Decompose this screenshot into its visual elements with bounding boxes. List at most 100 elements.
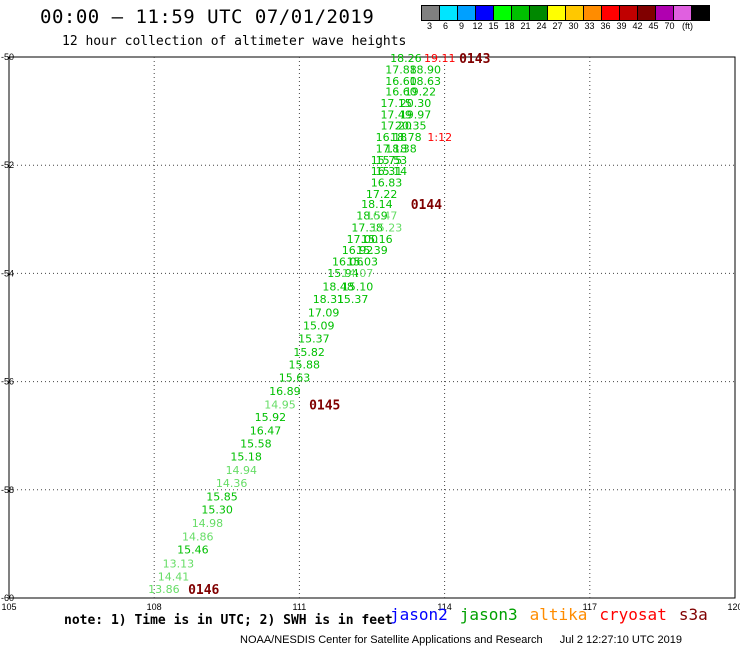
wave-height-value: 15.16: [361, 233, 393, 246]
wave-height-value: 17.38: [351, 221, 383, 234]
lon-tick-label: 111: [293, 602, 307, 612]
map-frame: [8, 56, 736, 599]
legend-item-s3a: s3a: [678, 605, 708, 624]
wave-height-value: 17.00: [347, 233, 379, 246]
wave-height-value: 13.13: [163, 557, 195, 570]
map-title: 00:00 — 11:59 UTC 07/01/2019: [40, 6, 375, 28]
pass-time-label: 0146: [188, 583, 219, 598]
wave-height-value: 16.92: [342, 244, 374, 257]
legend-item-jason2: jason2: [390, 605, 448, 624]
wave-height-value: 19.22: [405, 86, 437, 99]
wave-height-value: 15.09: [303, 319, 335, 332]
color-scale-labels: 3 6 9 12 15 18 21 24 27 30 33 36 39 42 45 70 (ft): [421, 21, 709, 31]
wave-height-color-scale: 3 6 9 12 15 18 21 24 27 30 33 36 39 42 45 70 (ft): [421, 5, 710, 31]
pass-time-label: 0145: [309, 398, 340, 413]
wave-height-value: 14.98: [192, 517, 224, 530]
wave-height-value: 18.31: [313, 293, 345, 306]
color-scale-label: 70: [664, 21, 675, 31]
wave-height-value: 20.35: [395, 120, 427, 133]
wave-height-value: 19.97: [400, 108, 432, 121]
wave-height-value: 14.95: [264, 398, 296, 411]
wave-height-value: 15.94: [327, 267, 359, 280]
wave-height-value: 15.18: [230, 450, 262, 463]
lon-tick-label: 117: [583, 602, 597, 612]
wave-height-value: 14.41: [158, 570, 190, 583]
wave-height-value: 15.37: [298, 332, 330, 345]
lon-tick-label: 114: [437, 602, 451, 612]
wave-height-value: 16.31: [371, 165, 403, 178]
color-scale-label: 39: [616, 21, 627, 31]
wave-height-value: 14.94: [226, 464, 258, 477]
color-scale-unit: (ft): [682, 21, 693, 31]
legend-item-cryosat: cryosat: [599, 605, 667, 624]
color-scale-label: 15: [488, 21, 499, 31]
wave-height-value: 15.58: [240, 437, 272, 450]
wave-height-value: 17.18: [376, 142, 408, 155]
pass-time-label: 0144: [411, 198, 442, 213]
wave-height-value: 17.15: [380, 97, 412, 110]
wave-height-value: 18.26: [390, 52, 422, 65]
wave-height-value: 16.06: [332, 255, 364, 268]
wave-height-value: 17.88: [385, 63, 417, 76]
wave-height-value: 17.49: [380, 108, 412, 121]
wave-height-value: 15.23: [371, 221, 403, 234]
lon-tick-label: 108: [147, 602, 162, 612]
wave-height-value: 15.30: [201, 503, 233, 516]
wave-height-value: 20.30: [400, 97, 432, 110]
wave-height-value: 16.18: [376, 131, 408, 144]
wave-height-value: 17.20: [380, 120, 412, 133]
color-scale-label: 30: [568, 21, 579, 31]
wave-height-value: 18.63: [409, 75, 441, 88]
wave-height-value: 15.75: [371, 154, 403, 167]
wave-height-value: 18.90: [409, 63, 441, 76]
wave-height-value: 15.85: [206, 490, 238, 503]
wave-height-value: 17.22: [366, 188, 398, 201]
wave-height-value: 16.47: [250, 424, 282, 437]
wave-height-value: 16.60: [385, 86, 417, 99]
wave-height-value: 14.86: [182, 530, 214, 543]
wave-height-value: 15.37: [337, 293, 369, 306]
wave-height-value: 15.39: [356, 244, 388, 257]
legend-item-altika: altika: [529, 605, 588, 624]
wave-height-value: 16.89: [269, 385, 301, 398]
wave-height-value: 15.63: [279, 371, 311, 384]
wave-height-value: 18.38: [385, 142, 417, 155]
lat-tick-label: -50: [1, 52, 14, 62]
wave-height-value: 15.46: [177, 543, 209, 556]
wave-height-value: 19.11: [424, 52, 456, 65]
color-swatch-70: [691, 5, 710, 21]
wave-height-value: 15.14: [376, 165, 408, 178]
footnote: note: 1) Time is in UTC; 2) SWH is in fe…: [64, 613, 393, 628]
wave-height-value: 14.07: [342, 267, 374, 280]
generation-timestamp: Jul 2 12:27:10 UTC 2019: [559, 634, 683, 646]
wave-height-value: 16.47: [366, 210, 398, 223]
wave-height-value: 15.53: [376, 154, 408, 167]
wave-height-value: 18.48: [322, 280, 354, 293]
color-scale-label: 42: [632, 21, 643, 31]
color-scale-label: 18: [504, 21, 515, 31]
color-scale-swatches: [421, 5, 710, 21]
pass-time-label: 0143: [459, 52, 490, 67]
wave-height-value: 15.92: [255, 411, 287, 424]
lat-tick-label: -54: [1, 268, 14, 278]
wave-height-value: 16.60: [385, 75, 417, 88]
lat-tick-label: -60: [1, 593, 14, 603]
color-scale-label: 33: [584, 21, 595, 31]
wave-height-value: 17.09: [308, 306, 340, 319]
wave-height-value: 15.88: [288, 358, 320, 371]
lat-tick-label: -58: [1, 485, 14, 495]
lat-tick-label: -52: [1, 160, 14, 170]
lon-tick-label: 120: [727, 602, 740, 612]
wave-height-value: 15.10: [342, 280, 374, 293]
color-scale-label: 27: [552, 21, 563, 31]
wave-height-value: 18.78: [390, 131, 422, 144]
color-scale-label: 6: [442, 21, 448, 31]
color-scale-label: 36: [600, 21, 611, 31]
wave-height-value: 18.59: [356, 210, 388, 223]
color-scale-label: 21: [520, 21, 531, 31]
wave-height-value: 14.36: [216, 477, 248, 490]
color-scale-label: 3: [426, 21, 432, 31]
color-scale-label: 9: [458, 21, 464, 31]
color-scale-label: 24: [536, 21, 547, 31]
